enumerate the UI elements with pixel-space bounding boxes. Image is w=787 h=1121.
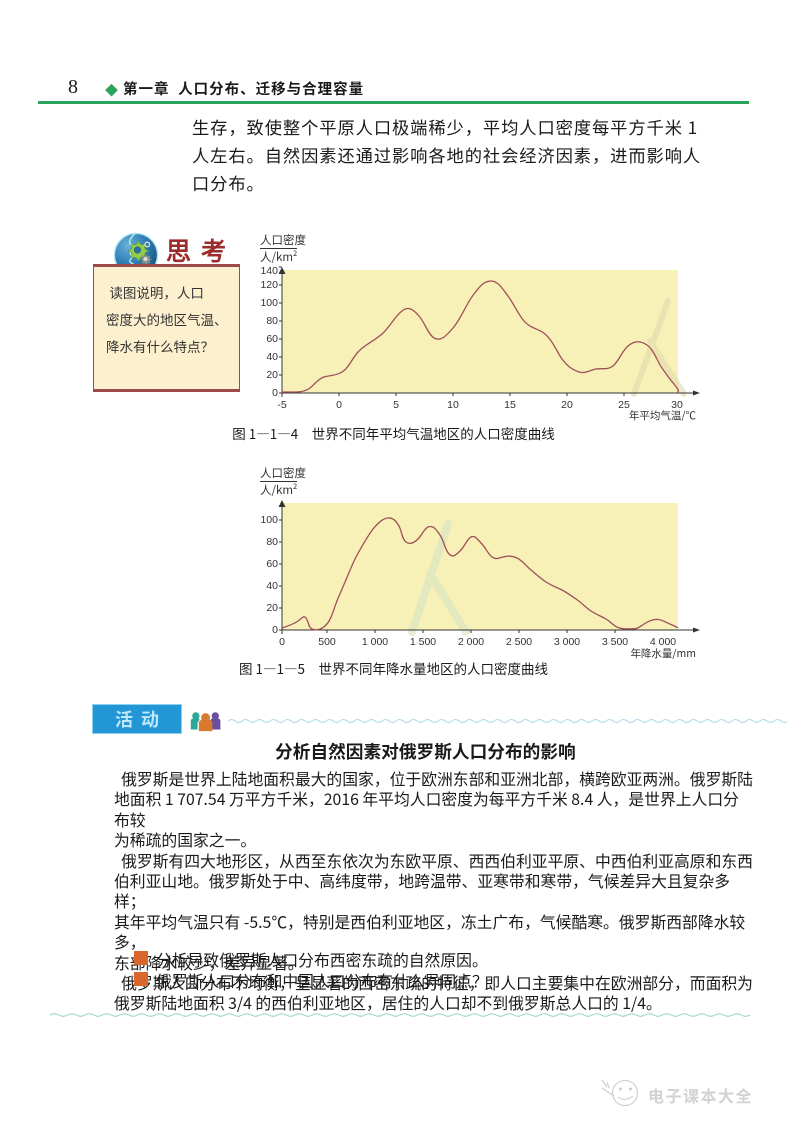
svg-text:80: 80 [266,536,278,548]
svg-text:1 000: 1 000 [362,636,388,648]
svg-text:500: 500 [318,636,336,648]
svg-text:60: 60 [266,333,278,345]
svg-text:140: 140 [260,265,278,277]
svg-text:0: 0 [279,636,285,648]
svg-text:20: 20 [266,369,278,381]
svg-text:60: 60 [266,558,278,570]
svg-text:80: 80 [266,315,278,327]
svg-text:120: 120 [260,279,278,291]
svg-text:年平均气温/℃: 年平均气温/℃ [629,408,697,423]
svg-text:100: 100 [260,514,278,526]
svg-text:40: 40 [266,580,278,592]
svg-text:20: 20 [266,602,278,614]
svg-text:3 500: 3 500 [602,636,628,648]
svg-text:2 000: 2 000 [458,636,484,648]
svg-text:3 000: 3 000 [554,636,580,648]
svg-text:20: 20 [561,399,573,411]
svg-text:2 500: 2 500 [506,636,532,648]
svg-text:1 500: 1 500 [410,636,436,648]
svg-text:0: 0 [336,399,342,411]
svg-text:0: 0 [272,387,278,399]
svg-text:0: 0 [272,624,278,636]
svg-text:5: 5 [393,399,399,411]
svg-text:40: 40 [266,351,278,363]
svg-text:-5: -5 [277,399,286,411]
svg-text:100: 100 [260,297,278,309]
svg-text:15: 15 [504,399,516,411]
svg-text:10: 10 [447,399,459,411]
